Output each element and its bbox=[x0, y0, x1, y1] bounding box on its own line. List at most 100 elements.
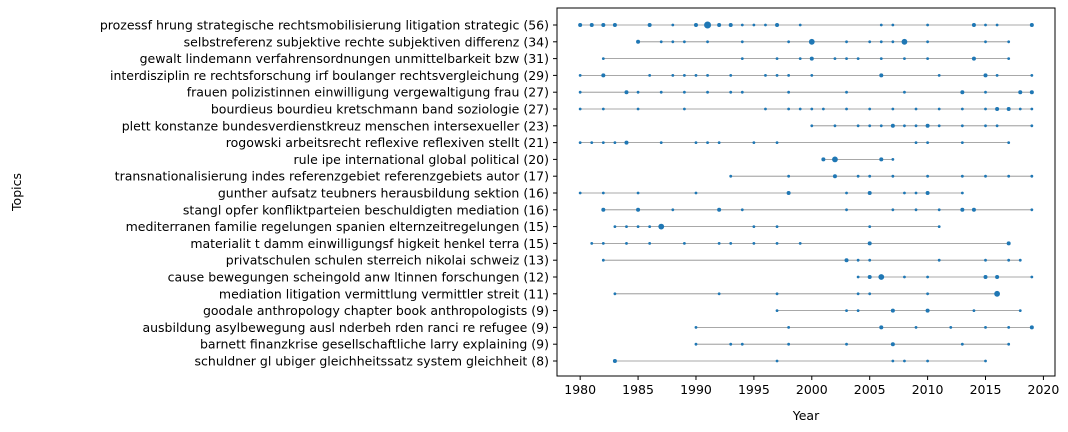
x-axis-title: Year bbox=[792, 408, 820, 423]
topic-point bbox=[590, 141, 594, 145]
topic-point bbox=[845, 191, 848, 195]
x-tick-label: 2015 bbox=[970, 382, 1002, 397]
topic-point bbox=[971, 207, 976, 212]
x-tick-label: 1985 bbox=[622, 382, 654, 397]
topic-point bbox=[984, 40, 987, 44]
topic-point bbox=[845, 90, 848, 94]
topic-point bbox=[798, 23, 802, 27]
topic-point bbox=[995, 275, 1000, 279]
topic-point bbox=[764, 74, 767, 77]
topic-point bbox=[960, 107, 964, 111]
topic-point bbox=[798, 57, 802, 60]
topic-point bbox=[960, 124, 964, 128]
topic-point bbox=[775, 309, 779, 312]
topic-point bbox=[879, 157, 884, 162]
topic-point bbox=[601, 141, 605, 145]
topic-point bbox=[625, 242, 628, 245]
topic-point bbox=[879, 325, 884, 330]
topic-point bbox=[1007, 141, 1011, 145]
topic-point bbox=[984, 326, 987, 329]
topic-point bbox=[914, 124, 918, 128]
topic-point bbox=[1029, 90, 1034, 95]
topic-point bbox=[717, 141, 721, 145]
topic-point bbox=[856, 124, 860, 128]
topic-point bbox=[1018, 258, 1022, 262]
topic-point bbox=[658, 223, 665, 230]
topic-point bbox=[775, 292, 779, 296]
topic-point bbox=[856, 275, 860, 279]
topic-point bbox=[682, 107, 686, 111]
topic-point bbox=[903, 124, 906, 128]
y-tick-label: frauen polizistinnen einwilligung vergew… bbox=[187, 85, 549, 100]
topic-point bbox=[926, 40, 930, 44]
topic-point bbox=[752, 141, 756, 145]
topic-point bbox=[845, 107, 848, 111]
topic-point bbox=[984, 107, 987, 111]
topic-point bbox=[787, 342, 791, 346]
topic-point bbox=[1029, 23, 1034, 27]
topic-point bbox=[971, 23, 976, 27]
topic-point bbox=[914, 141, 918, 145]
y-tick-label: bourdieus bourdieu kretschmann band sozi… bbox=[211, 102, 549, 117]
topic-point bbox=[1007, 342, 1011, 346]
topic-point bbox=[868, 292, 872, 296]
topic-point bbox=[926, 141, 930, 145]
y-tick-label: interdisziplin re rechtsforschung irf bo… bbox=[110, 68, 549, 83]
y-tick-label: materialit t damm einwilligungsf higkeit… bbox=[190, 236, 549, 251]
topic-point bbox=[937, 208, 941, 212]
topic-point bbox=[798, 242, 802, 245]
topic-point bbox=[867, 241, 872, 246]
topic-point bbox=[995, 23, 999, 27]
topic-point bbox=[960, 90, 965, 95]
topic-point bbox=[706, 74, 709, 77]
topic-point bbox=[890, 308, 895, 313]
topic-point bbox=[612, 359, 617, 363]
topic-point bbox=[868, 124, 872, 128]
topic-point bbox=[601, 207, 606, 212]
topic-point bbox=[601, 57, 605, 60]
topic-point bbox=[775, 23, 780, 27]
topic-point bbox=[960, 207, 965, 212]
topic-point bbox=[613, 225, 617, 229]
y-axis-title: Topics bbox=[9, 173, 24, 212]
topic-point bbox=[1030, 107, 1034, 111]
topic-point bbox=[972, 309, 976, 312]
x-tick-label: 2020 bbox=[1028, 382, 1060, 397]
topic-point bbox=[787, 174, 791, 178]
topic-point bbox=[810, 107, 814, 111]
topic-point bbox=[589, 23, 594, 27]
x-tick-label: 1990 bbox=[680, 382, 712, 397]
topic-point bbox=[879, 57, 883, 60]
topic-point bbox=[1007, 326, 1011, 329]
plot-frame bbox=[556, 7, 1056, 377]
topic-point bbox=[926, 23, 930, 27]
y-tick-label: stangl opfer konfliktparteien beschuldig… bbox=[183, 202, 549, 217]
topic-point bbox=[694, 141, 698, 145]
topic-point bbox=[995, 74, 999, 77]
topic-point bbox=[694, 191, 698, 195]
topic-point bbox=[949, 326, 953, 329]
topic-point bbox=[775, 57, 779, 60]
topic-point bbox=[960, 191, 964, 195]
topic-point bbox=[740, 208, 744, 212]
y-tick-label: gunther aufsatz teubners herausbildung s… bbox=[218, 186, 549, 201]
topic-point bbox=[984, 174, 987, 178]
topic-point bbox=[694, 74, 698, 77]
topic-point bbox=[844, 258, 849, 263]
topic-point bbox=[983, 275, 988, 279]
topic-point bbox=[682, 242, 686, 245]
topic-point bbox=[648, 225, 652, 229]
topic-point bbox=[578, 23, 583, 27]
topic-point bbox=[1030, 275, 1034, 279]
topic-point bbox=[903, 57, 906, 60]
topic-point bbox=[729, 74, 733, 77]
topic-point bbox=[764, 107, 767, 111]
topic-point bbox=[926, 359, 930, 363]
topic-point bbox=[775, 242, 779, 245]
y-tick-label: ausbildung asylbewegung ausl nderbeh rde… bbox=[142, 320, 549, 335]
topic-point bbox=[937, 107, 941, 111]
topic-point bbox=[925, 123, 930, 128]
topic-point bbox=[832, 156, 838, 163]
topic-point bbox=[1007, 40, 1011, 44]
